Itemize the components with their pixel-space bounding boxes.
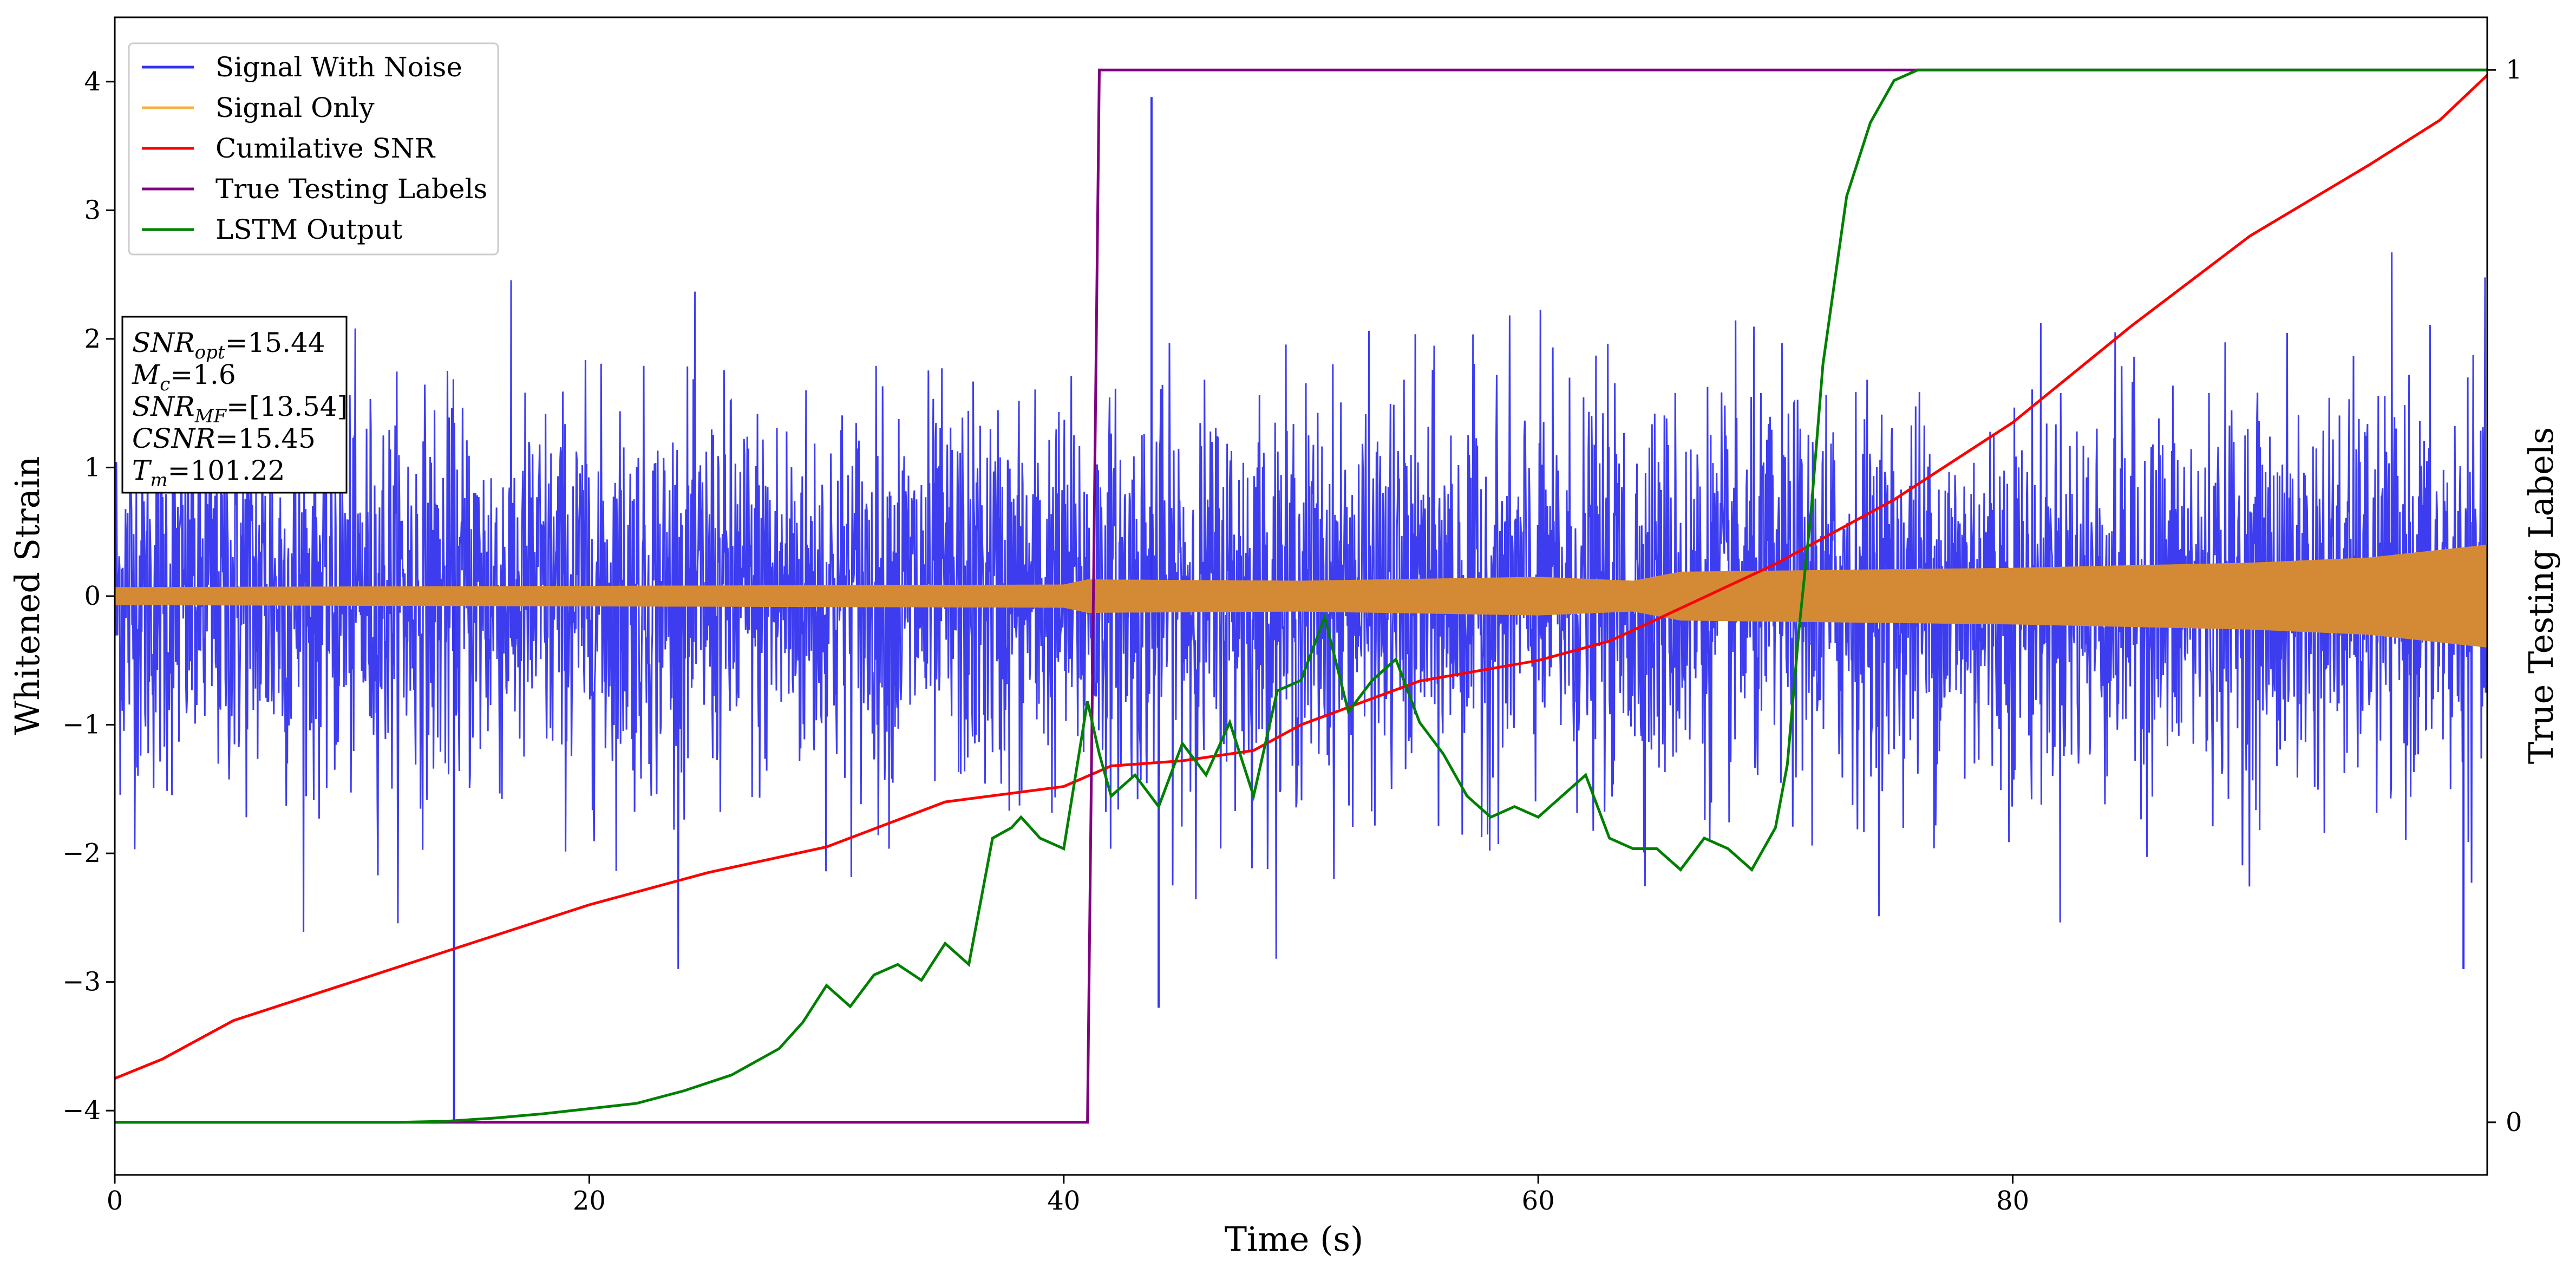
legend-label: Signal Only xyxy=(215,92,375,123)
y-right-tick-label: 0 xyxy=(2506,1107,2522,1138)
info-line-tm: Tm=101.22 xyxy=(132,455,285,491)
info-box-frame xyxy=(121,316,348,494)
y-left-tick-label: −2 xyxy=(62,838,101,868)
legend-frame xyxy=(128,42,499,256)
y-left-tick-label: 1 xyxy=(84,452,101,482)
info-line-snr-mf: SNRMF=[13.54] xyxy=(132,391,348,427)
legend-label: Signal With Noise xyxy=(215,51,462,83)
y-left-tick-label: −3 xyxy=(62,967,101,997)
x-tick-label: 80 xyxy=(1996,1186,2029,1216)
x-tick-label: 60 xyxy=(1522,1186,1555,1216)
y-left-tick-label: −1 xyxy=(62,710,101,740)
legend-label: True Testing Labels xyxy=(215,173,487,205)
y-axis-label-right: True Testing Labels xyxy=(2521,427,2561,765)
y-axis-label-left: Whitened Strain xyxy=(8,456,47,735)
series-true-testing-labels xyxy=(115,68,2487,1124)
y-left-tick-label: 0 xyxy=(84,581,101,611)
legend: Signal With Noise Signal Only Cumilative S… xyxy=(128,42,499,256)
y-left-tick-label: 3 xyxy=(84,195,101,225)
plot-area xyxy=(115,68,2487,1124)
y-left-tick-label: 2 xyxy=(84,324,101,354)
info-box: SNRopt=15.44Mc=1.6SNRMF=[13.54]CSNR=15.4… xyxy=(121,316,348,494)
x-tick-label: 40 xyxy=(1047,1186,1080,1216)
series-lstm-output xyxy=(115,68,2487,1124)
y-left-tick-label: 4 xyxy=(84,67,101,97)
legend-label: LSTM Output xyxy=(215,214,402,245)
x-tick-label: 0 xyxy=(107,1186,123,1216)
legend-label: Cumilative SNR xyxy=(215,133,435,164)
info-line-mc: Mc=1.6 xyxy=(132,359,236,395)
y-left-tick-label: −4 xyxy=(62,1095,101,1126)
x-axis-label: Time (s) xyxy=(1225,1219,1364,1259)
series-signal-only xyxy=(115,544,2487,648)
info-line-snr-opt: SNRopt=15.44 xyxy=(132,327,325,363)
x-tick-label: 20 xyxy=(573,1186,606,1216)
y-right-tick-label: 1 xyxy=(2506,55,2522,85)
series-cumilative-snr xyxy=(115,74,2487,1080)
info-line-csnr: CSNR=15.45 xyxy=(132,423,316,454)
